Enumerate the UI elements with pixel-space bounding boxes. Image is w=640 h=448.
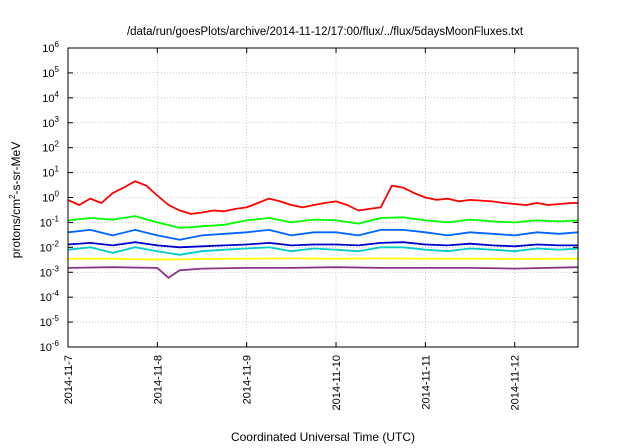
y-tick-label: 101	[42, 165, 59, 180]
y-tick-label: 10-5	[40, 314, 60, 329]
y-tick-label-exp: 6	[55, 40, 60, 49]
y-tick-label-exp: 3	[55, 115, 60, 124]
y-axis-label-sup: 2	[8, 194, 17, 199]
series-line-5	[67, 241, 578, 249]
series-line-2	[67, 215, 579, 229]
y-tick-label: 106	[42, 40, 59, 55]
y-tick-label-exp: -3	[52, 264, 60, 273]
grid	[68, 48, 578, 347]
y-tick-label-exp: 2	[55, 140, 60, 149]
y-tick-label: 10-4	[40, 289, 60, 304]
y-tick-label-base: 10	[42, 143, 54, 155]
series-line-4	[67, 246, 579, 256]
y-tick-label-base: 10	[40, 317, 52, 329]
y-tick-label-base: 10	[42, 93, 54, 105]
y-tick-label: 104	[42, 90, 59, 105]
y-tick-label-base: 10	[40, 242, 52, 254]
y-tick-label: 10-6	[40, 339, 60, 354]
series-line-7	[67, 266, 579, 279]
y-tick-label-exp: -6	[52, 339, 60, 348]
y-axis-label-suffix: -s-sr-MeV	[9, 142, 23, 195]
x-tick-label: 2014-11-11	[420, 355, 432, 410]
series-group	[67, 180, 579, 279]
y-tick-label-base: 10	[42, 193, 54, 205]
y-tick-label-exp: -1	[52, 214, 60, 223]
y-tick-label: 10-2	[40, 239, 60, 254]
y-tick-label-exp: -4	[52, 289, 60, 298]
x-tick-label: 2014-11-10	[331, 355, 343, 410]
y-tick-label-base: 10	[42, 168, 54, 180]
y-tick-label-base: 10	[40, 292, 52, 304]
y-tick-label-base: 10	[40, 342, 52, 354]
y-tick-label-base: 10	[42, 68, 54, 80]
chart-title: /data/run/goesPlots/archive/2014-11-12/1…	[127, 26, 524, 38]
x-tick-label: 2014-11-12	[510, 355, 522, 410]
y-tick-label-exp: -5	[52, 314, 60, 323]
series-line-6	[68, 257, 579, 261]
y-tick-label-base: 10	[42, 118, 54, 130]
y-tick-label-exp: 1	[55, 165, 60, 174]
x-tick-label: 2014-11-7	[63, 355, 75, 404]
x-axis: 2014-11-7 2014-11-8 2014-11-9 2014-11-10 201…	[63, 48, 522, 410]
y-tick-label-exp: -2	[52, 239, 60, 248]
series-line-3	[67, 229, 579, 241]
x-tick-label: 2014-11-8	[152, 355, 164, 404]
y-tick-label: 100	[42, 190, 59, 205]
y-tick-label-exp: 0	[55, 190, 60, 199]
y-tick-label: 105	[42, 65, 59, 80]
y-tick-label: 10-3	[40, 264, 60, 279]
y-tick-label: 103	[42, 115, 59, 130]
y-tick-label-base: 10	[40, 217, 52, 229]
y-axis-label-prefix: protons/cm	[9, 199, 23, 258]
y-tick-label-exp: 5	[55, 65, 60, 74]
x-tick-label: 2014-11-9	[242, 355, 254, 404]
x-axis-label: Coordinated Universal Time (UTC)	[231, 430, 415, 444]
y-tick-label: 10-1	[40, 214, 60, 229]
y-tick-label-base: 10	[42, 43, 54, 55]
y-axis: 10-610-510-410-310-210-11001011021031041…	[40, 40, 578, 354]
y-tick-label-exp: 4	[55, 90, 60, 99]
series-line-1	[67, 180, 578, 215]
y-tick-label-base: 10	[40, 267, 52, 279]
y-tick-label: 102	[42, 140, 59, 155]
y-axis-label: protons/cm2-s-sr-MeV	[8, 142, 23, 258]
